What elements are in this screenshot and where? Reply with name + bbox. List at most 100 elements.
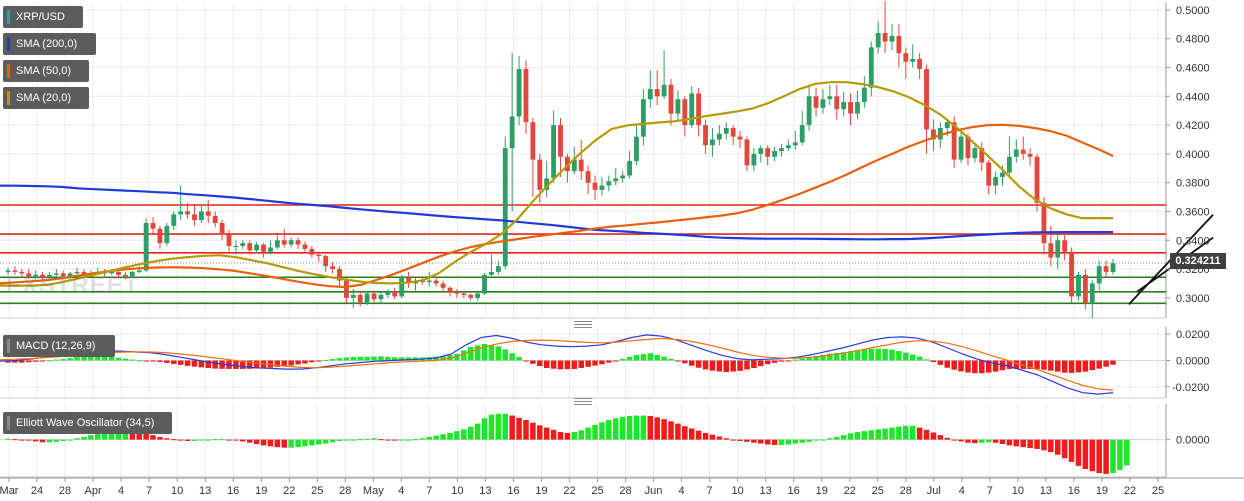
ewo-bar: [157, 436, 163, 440]
macd-histogram-bar: [1089, 360, 1096, 371]
legend-sma50[interactable]: SMA (50,0): [3, 60, 89, 82]
macd-histogram-bar: [820, 354, 826, 361]
ewo-bar: [343, 439, 350, 441]
candle-body: [799, 125, 805, 143]
macd-histogram-bar: [19, 360, 25, 363]
candle-body: [53, 273, 59, 275]
candle-body: [268, 247, 273, 252]
ewo-bar: [164, 438, 170, 440]
candle-body: [364, 293, 370, 303]
pane-resize-handle-2[interactable]: [574, 398, 592, 405]
macd-histogram-bar: [647, 353, 654, 361]
candle-body: [19, 271, 25, 274]
macd-histogram-bar: [633, 355, 640, 361]
moving-average-lines: [0, 81, 1114, 289]
candle-body: [785, 145, 791, 149]
candle-body: [288, 240, 294, 245]
ewo-bar: [378, 439, 384, 441]
ewo-bar: [95, 433, 101, 440]
ewo-bar: [1006, 439, 1013, 446]
time-tick-label: 24: [31, 485, 43, 497]
ewo-bar: [1068, 439, 1075, 462]
macd-histogram-bar: [60, 358, 67, 361]
ewo-bar: [191, 439, 198, 441]
legend-macd[interactable]: MACD (12,26,9): [3, 335, 115, 357]
macd-histogram-bar: [668, 358, 674, 361]
chart-grid: [0, 2, 1166, 477]
macd-histogram-bar: [868, 348, 875, 361]
macd-histogram-bar: [550, 360, 557, 369]
ewo-bar: [1124, 439, 1130, 466]
candle-body: [654, 89, 660, 97]
price-tick-label: 0.4800: [1176, 34, 1210, 46]
ewo-bar: [578, 430, 584, 440]
macd-histogram-bar: [364, 356, 370, 361]
macd-histogram-bar: [806, 357, 812, 361]
ewo-bar: [316, 439, 322, 445]
time-tick-label: 25: [311, 485, 323, 497]
macd-histogram-bar: [723, 360, 730, 372]
candle-body: [896, 35, 902, 54]
macd-histogram-bar: [398, 357, 405, 361]
macd-tick-label: -0.0200: [1172, 382, 1209, 394]
ewo-bar: [537, 425, 543, 440]
candle-body: [343, 280, 349, 298]
price-tick-label: 0.5000: [1176, 5, 1210, 17]
macd-histogram-bar: [654, 354, 660, 361]
ewo-bar: [1103, 439, 1109, 474]
candle-body: [848, 102, 853, 114]
candle-body: [81, 271, 87, 275]
ewo-bar: [440, 434, 446, 440]
ewo-bar: [612, 418, 619, 440]
candle-body: [330, 266, 336, 270]
legend-ewo[interactable]: Elliott Wave Oscillator (34,5): [3, 412, 172, 434]
legend-sma20[interactable]: SMA (20,0): [3, 87, 89, 109]
legend-sma200[interactable]: SMA (200,0): [3, 33, 96, 55]
macd-histogram-bar: [350, 356, 357, 361]
pane-resize-handle-1[interactable]: [574, 321, 592, 328]
candle-body: [1069, 251, 1074, 297]
sma20-swatch: [7, 91, 10, 105]
ewo-bar: [633, 415, 640, 440]
ewo-bar: [647, 416, 654, 440]
macd-histogram-bar: [233, 360, 239, 369]
ewo-bar: [979, 439, 985, 443]
candle-body: [903, 53, 909, 62]
ewo-bar: [764, 439, 771, 445]
ewo-bar: [88, 435, 94, 440]
ewo-bar: [675, 423, 681, 440]
ewo-bar: [709, 434, 716, 440]
candle-body: [765, 148, 771, 157]
macd-histogram-bar: [212, 360, 218, 369]
ewo-bar: [302, 439, 308, 447]
ewo-bar: [550, 429, 557, 440]
candle-body: [544, 178, 550, 190]
macd-histogram-bar: [737, 360, 743, 371]
time-tick-label: 22: [563, 485, 575, 497]
macd-histogram-bar: [95, 356, 101, 361]
macd-histogram-bar: [32, 360, 39, 362]
ewo-bar: [143, 433, 149, 440]
macd-histogram-bar: [143, 360, 149, 362]
macd-histogram-bar: [571, 360, 578, 369]
time-tick-label: 13: [479, 485, 491, 497]
macd-histogram-bar: [675, 360, 681, 362]
candle-body: [226, 233, 232, 247]
macd-histogram-bar: [440, 356, 446, 361]
ewo-bar: [958, 439, 964, 442]
candle-body: [116, 271, 121, 275]
candle-body: [143, 222, 149, 271]
ewo-bar: [309, 439, 315, 446]
ewo-bar: [1096, 439, 1102, 473]
candle-body: [972, 148, 978, 159]
ewo-bar: [198, 439, 205, 441]
candle-body: [1096, 266, 1102, 284]
macd-histogram-bar: [744, 360, 750, 370]
ewo-bar: [688, 428, 695, 440]
ewo-bar: [868, 430, 875, 440]
ewo-bar: [930, 432, 937, 440]
candle-body: [744, 139, 750, 166]
ewo-bar: [67, 439, 73, 441]
legend-xrpusd[interactable]: XRP/USD: [3, 6, 83, 28]
macd-histogram-bar: [875, 348, 881, 361]
